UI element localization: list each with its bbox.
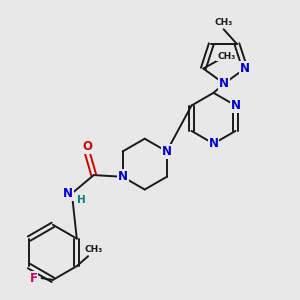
Text: N: N: [230, 99, 241, 112]
Text: CH₃: CH₃: [217, 52, 236, 61]
Text: N: N: [219, 77, 229, 90]
Text: N: N: [240, 62, 250, 75]
Text: N: N: [208, 137, 218, 150]
Text: N: N: [162, 145, 172, 158]
Text: CH₃: CH₃: [214, 18, 233, 27]
Text: H: H: [77, 196, 86, 206]
Text: F: F: [29, 272, 38, 285]
Text: N: N: [63, 187, 73, 200]
Text: N: N: [118, 170, 128, 183]
Text: CH₃: CH₃: [84, 245, 103, 254]
Text: O: O: [82, 140, 92, 153]
